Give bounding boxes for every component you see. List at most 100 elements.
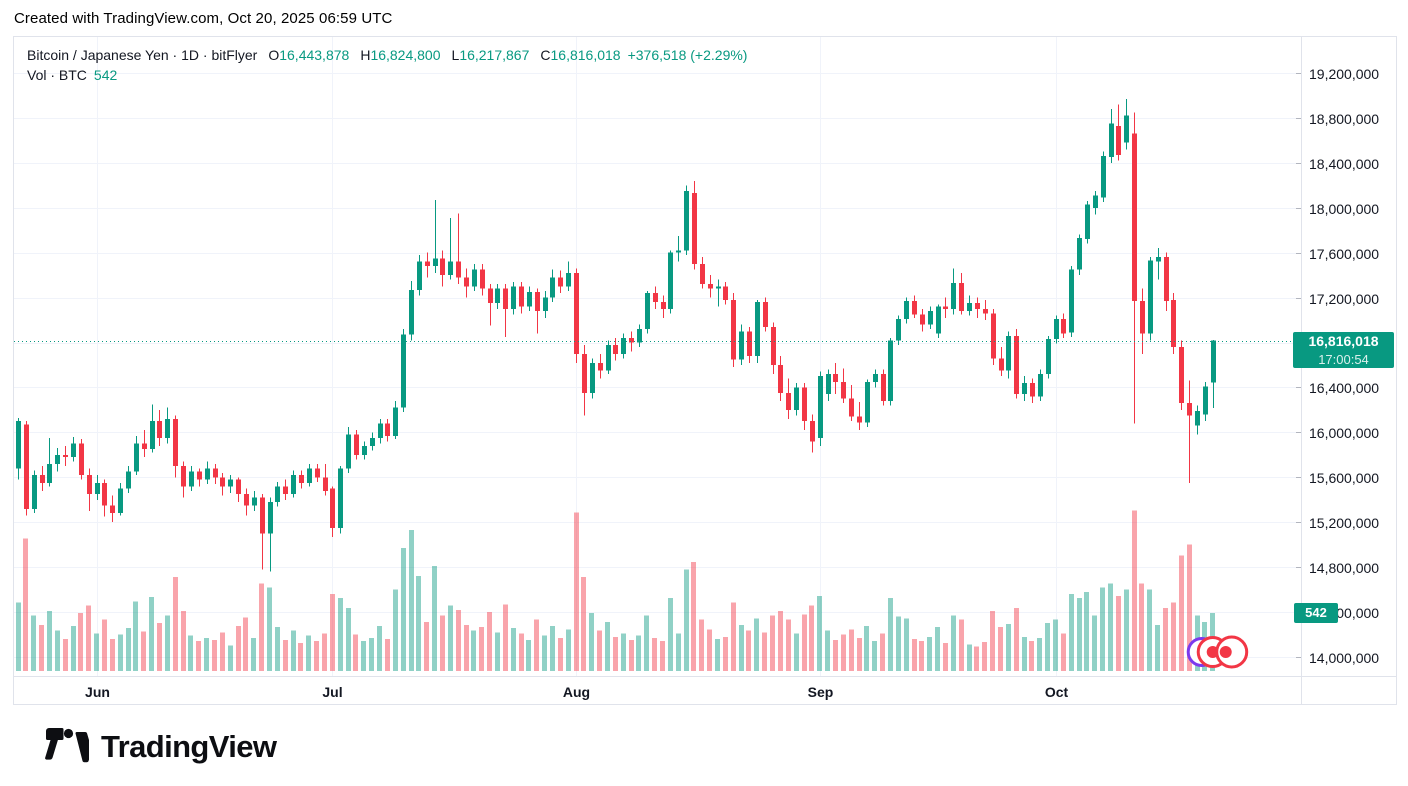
candle-body	[503, 288, 508, 309]
volume-bar	[746, 630, 751, 671]
candle-body	[244, 494, 249, 506]
candle-body	[904, 300, 909, 319]
candle-body	[708, 284, 713, 289]
volume-bar	[212, 639, 217, 671]
volume-bar	[78, 613, 83, 671]
candle-body	[668, 252, 673, 309]
volume-bar	[935, 627, 940, 671]
tradingview-logo[interactable]: TradingView	[45, 728, 277, 766]
price-tick-label: 18,000,000	[1309, 200, 1380, 217]
volume-bar	[1147, 589, 1152, 671]
candle-body	[323, 477, 328, 491]
candle-body	[1085, 204, 1090, 240]
candle-body	[142, 443, 147, 450]
candle-body	[307, 468, 312, 483]
candlestick-volume-chart[interactable]	[14, 37, 1301, 676]
chart-pane[interactable]	[14, 37, 1301, 676]
candle-body	[621, 338, 626, 354]
volume-bar	[817, 596, 822, 671]
candle-body	[967, 303, 972, 312]
candle-body	[653, 293, 658, 303]
volume-bar	[691, 561, 696, 671]
volume-bar	[1163, 607, 1168, 671]
volume-bar	[141, 631, 146, 671]
volume-bar	[1171, 602, 1176, 671]
volume-bar	[16, 602, 21, 671]
candle-body	[362, 445, 367, 455]
price-axis[interactable]: 19,200,000 18,800,000 18,400,000 18,000,000…	[1302, 37, 1396, 676]
volume-value: 542	[93, 67, 118, 83]
candle-body	[260, 497, 265, 534]
volume-bar	[526, 639, 531, 671]
volume-bar	[896, 616, 901, 671]
candle-body	[1203, 386, 1208, 415]
volume-bar	[456, 610, 461, 671]
candle-body	[40, 475, 45, 483]
candle-body	[393, 407, 398, 436]
candle-body	[1069, 269, 1074, 333]
candle-body	[810, 421, 815, 442]
volume-bar	[1179, 555, 1184, 671]
candle-body	[118, 488, 123, 514]
candle-body	[409, 289, 414, 335]
volume-bar	[762, 632, 767, 671]
volume-bar	[927, 636, 932, 671]
candle-body	[778, 365, 783, 394]
candle-body	[1211, 340, 1216, 383]
volume-bar	[754, 618, 759, 671]
candle-body	[1061, 318, 1066, 334]
candle-body	[401, 334, 406, 408]
volume-bar	[259, 583, 264, 671]
volume-bar	[1092, 615, 1097, 671]
candle-body	[747, 331, 752, 357]
candle-body	[527, 292, 532, 307]
volume-bar	[1132, 510, 1137, 671]
volume-bar	[872, 641, 877, 671]
candle-body	[1046, 339, 1051, 374]
candle-body	[55, 454, 60, 464]
price-axis-separator	[1301, 37, 1302, 704]
candle-body	[723, 286, 728, 300]
volume-bar	[739, 624, 744, 671]
volume-bar	[778, 611, 783, 671]
candle-body	[370, 438, 375, 446]
candle-body	[692, 193, 697, 264]
candle-body	[495, 288, 500, 304]
volume-bar	[236, 626, 241, 671]
volume-bar	[110, 638, 115, 671]
volume-bar	[676, 633, 681, 671]
price-tick-label: 16,400,000	[1309, 379, 1380, 396]
volume-bar	[1100, 587, 1105, 671]
candle-body	[181, 466, 186, 487]
volume-bar	[283, 639, 288, 671]
candle-body	[275, 486, 280, 503]
volume-bar	[196, 641, 201, 671]
ohlc-open: O16,443,878	[268, 47, 350, 63]
volume-bar	[322, 633, 327, 671]
volume-bar	[487, 612, 492, 671]
time-axis[interactable]: Jun Jul Aug Sep Oct	[14, 677, 1301, 704]
volume-bar	[605, 621, 610, 671]
volume-bar	[385, 638, 390, 671]
candle-body	[252, 497, 257, 506]
candle-body	[912, 300, 917, 315]
volume-bar	[833, 639, 838, 671]
volume-bar	[967, 644, 972, 671]
candle-body	[519, 286, 524, 307]
candle-body	[991, 313, 996, 359]
volume-bar	[204, 637, 209, 671]
volume-bar	[243, 617, 248, 671]
candle-body	[1116, 125, 1121, 155]
volume-bar	[558, 637, 563, 671]
candle-body	[464, 277, 469, 287]
volume-bar	[55, 630, 60, 671]
candle-body	[1148, 260, 1153, 334]
volume-bar	[974, 646, 979, 671]
volume-bar	[912, 638, 917, 671]
volume-bar	[393, 589, 398, 671]
volume-bar	[660, 641, 665, 671]
candle-body	[550, 277, 555, 298]
volume-bar	[440, 615, 445, 671]
volume-bar	[251, 637, 256, 671]
